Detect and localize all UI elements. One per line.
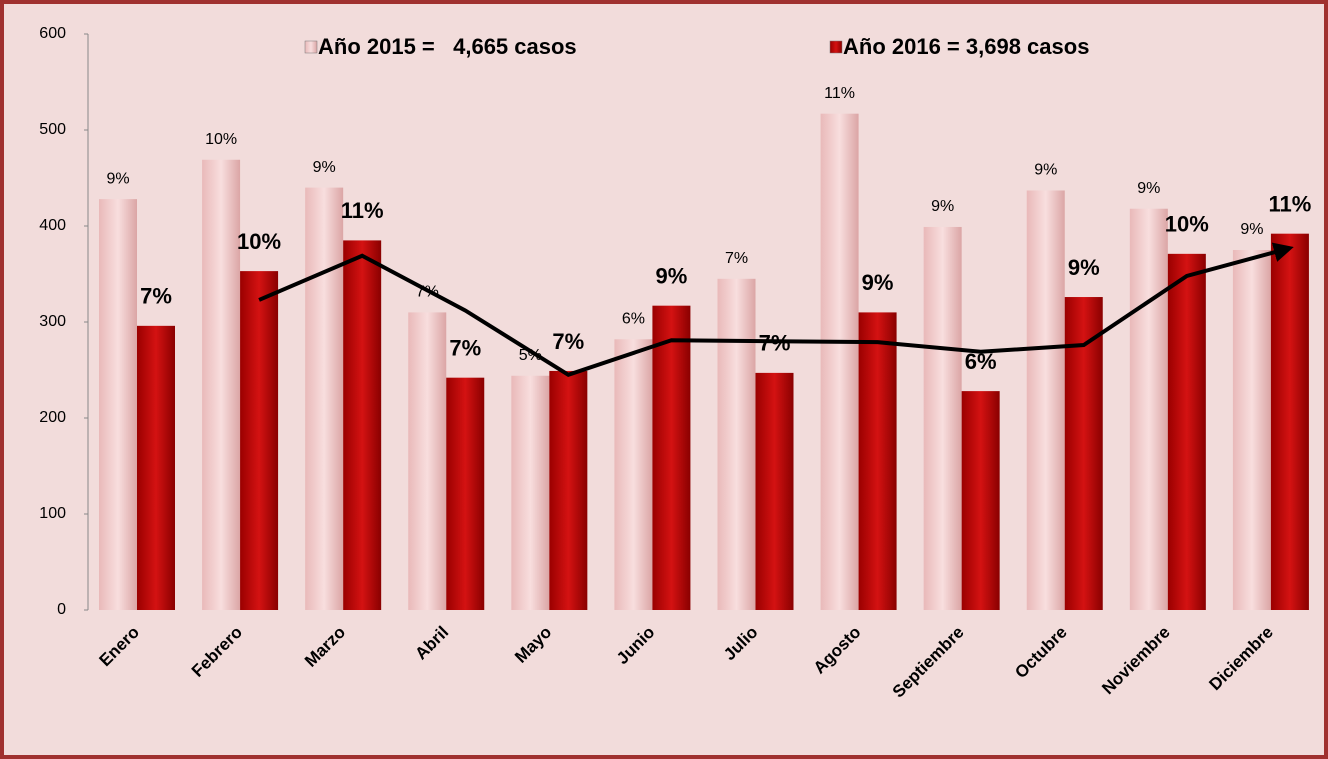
bar — [137, 325, 175, 610]
data-label: 11% — [341, 198, 384, 223]
data-label: 10% — [205, 131, 237, 148]
bar — [549, 370, 588, 610]
bar — [858, 312, 897, 610]
bar — [755, 372, 794, 610]
bar — [343, 240, 382, 610]
bar — [511, 375, 550, 610]
bar — [820, 113, 859, 611]
data-label: 9% — [1240, 221, 1263, 238]
data-label: 7% — [140, 284, 172, 309]
bar — [1026, 190, 1065, 611]
data-label: 7% — [552, 329, 584, 354]
bar — [1129, 208, 1168, 610]
data-label: 6% — [622, 310, 645, 327]
legend-swatch — [304, 40, 318, 54]
legend-swatch — [829, 40, 843, 54]
y-tick-label: 100 — [39, 505, 66, 522]
y-tick-label: 400 — [39, 217, 66, 234]
data-label: 9% — [313, 159, 336, 176]
bar — [99, 199, 137, 610]
data-label: 7% — [725, 250, 748, 267]
y-tick-label: 500 — [39, 121, 66, 138]
bar — [305, 187, 344, 610]
bar — [202, 159, 241, 610]
y-tick-label: 0 — [57, 601, 66, 618]
y-tick-label: 600 — [39, 25, 66, 42]
y-tick-label: 300 — [39, 313, 66, 330]
bar — [1167, 253, 1206, 610]
trend-line — [258, 242, 1294, 377]
bar — [652, 305, 691, 610]
data-label: 11% — [824, 85, 855, 102]
data-label: 10% — [1165, 212, 1209, 237]
data-label: 9% — [656, 263, 688, 288]
legend-label: Año 2015 = 4,665 casos — [318, 34, 577, 59]
bar — [1232, 250, 1271, 610]
bar — [923, 226, 962, 610]
data-label: 9% — [862, 270, 894, 295]
bar — [1270, 233, 1309, 610]
bar — [240, 271, 279, 610]
data-label: 9% — [931, 198, 954, 215]
bar — [1064, 297, 1103, 610]
legend-label: Año 2016 = 3,698 casos — [843, 34, 1089, 59]
data-label: 9% — [1068, 255, 1100, 280]
data-label: 9% — [1137, 180, 1160, 197]
data-label: 9% — [1034, 162, 1057, 179]
bar — [408, 312, 447, 610]
data-label: 7% — [449, 335, 481, 360]
y-tick-label: 200 — [39, 409, 66, 426]
data-label: 10% — [237, 229, 281, 254]
bar — [717, 278, 756, 610]
bar — [614, 339, 653, 610]
data-label: 11% — [1269, 191, 1312, 216]
data-label: 5% — [519, 347, 542, 364]
bar — [961, 391, 1000, 610]
bar — [446, 377, 485, 610]
data-label: 9% — [106, 170, 129, 187]
